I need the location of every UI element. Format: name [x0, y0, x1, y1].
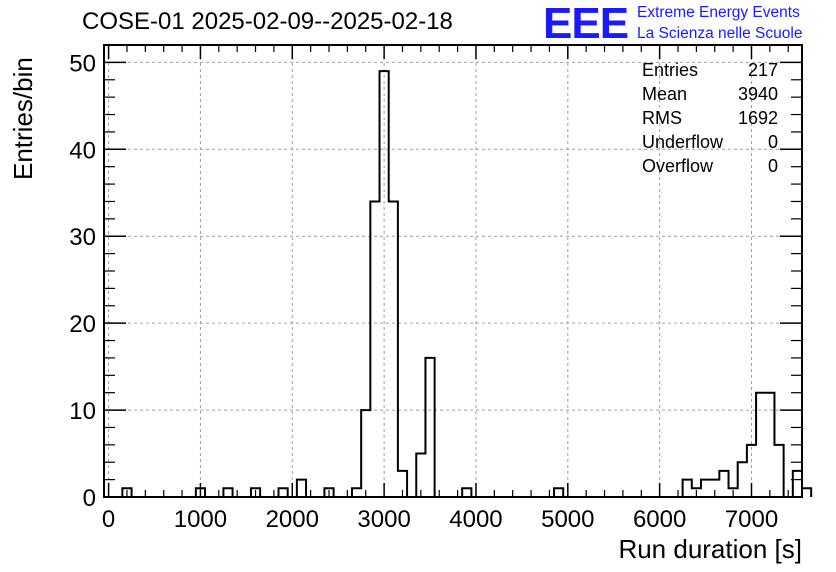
chart-title: COSE-01 2025-02-09--2025-02-18	[82, 8, 453, 35]
x-tick-label: 5000	[541, 506, 594, 533]
histogram-bin	[802, 488, 811, 497]
histogram-bin	[462, 488, 471, 497]
y-tick-label: 30	[69, 224, 96, 251]
eee-logo-mark: EEE	[543, 0, 629, 48]
x-tick-label: 6000	[633, 506, 686, 533]
stat-row-mean: Mean 3940	[642, 83, 778, 107]
y-tick-label: 10	[69, 398, 96, 425]
stat-value: 217	[747, 60, 778, 80]
y-axis-label: Entries/bin	[8, 57, 38, 180]
histogram-outline	[104, 70, 813, 498]
x-tick-label: 2000	[266, 506, 319, 533]
stat-label: RMS	[642, 108, 682, 128]
stat-label: Overflow	[642, 156, 714, 176]
histogram-bin	[425, 358, 434, 497]
stat-row-entries: Entries 217	[642, 59, 778, 83]
y-tick-label: 20	[69, 311, 96, 338]
stat-row-rms: RMS 1692	[642, 107, 778, 131]
histogram-bin	[756, 393, 765, 497]
logo-line-2: La Scienza nelle Scuole	[637, 25, 803, 42]
y-tick-label: 40	[69, 137, 96, 164]
y-tick-label: 0	[83, 485, 96, 512]
histogram-bin	[738, 462, 747, 497]
stat-value: 0	[767, 132, 778, 152]
histogram-bin	[389, 201, 398, 497]
stat-value: 1692	[737, 108, 778, 128]
y-tick-label: 50	[69, 50, 96, 77]
histogram-bin	[793, 471, 802, 497]
histogram-bin	[352, 488, 361, 497]
x-tick-label: 1000	[174, 506, 227, 533]
x-tick-label: 0	[102, 506, 115, 533]
stat-label: Underflow	[642, 132, 724, 152]
histogram-bin	[279, 488, 288, 497]
histogram-bin	[701, 480, 710, 497]
stat-row-overflow: Overflow 0	[642, 155, 778, 179]
stats-box: Entries 217 Mean 3940 RMS 1692 Underflow…	[642, 59, 778, 179]
eee-logo: EEE Extreme Energy Events La Scienza nel…	[543, 0, 802, 48]
histogram-bin	[223, 488, 232, 497]
stat-label: Mean	[642, 84, 688, 104]
histogram-bin	[774, 445, 783, 497]
axis-ticks	[104, 44, 802, 498]
grid-lines	[104, 45, 802, 497]
histogram-bin	[765, 393, 774, 497]
tick-labels: 0 1000 2000 3000 4000 5000 6000 7000 0 10 20 30 40 50	[69, 50, 778, 533]
histogram-bin	[370, 201, 379, 497]
histogram-bin	[554, 488, 563, 497]
histogram-bin	[683, 480, 692, 497]
x-tick-label: 3000	[357, 506, 410, 533]
logo-line-1: Extreme Energy Events	[637, 4, 800, 21]
stat-label: Entries	[642, 60, 699, 80]
stat-row-underflow: Underflow 0	[642, 131, 778, 155]
histogram-bin	[361, 410, 370, 497]
x-tick-label: 7000	[725, 506, 778, 533]
stat-value: 0	[767, 156, 778, 176]
histogram-bin	[297, 480, 306, 497]
histogram-bin	[719, 471, 728, 497]
histogram-bin	[380, 71, 389, 497]
x-tick-label: 4000	[449, 506, 502, 533]
histogram-bars	[104, 70, 813, 498]
x-axis-label: Run duration [s]	[618, 534, 802, 564]
stat-value: 3940	[737, 84, 778, 104]
